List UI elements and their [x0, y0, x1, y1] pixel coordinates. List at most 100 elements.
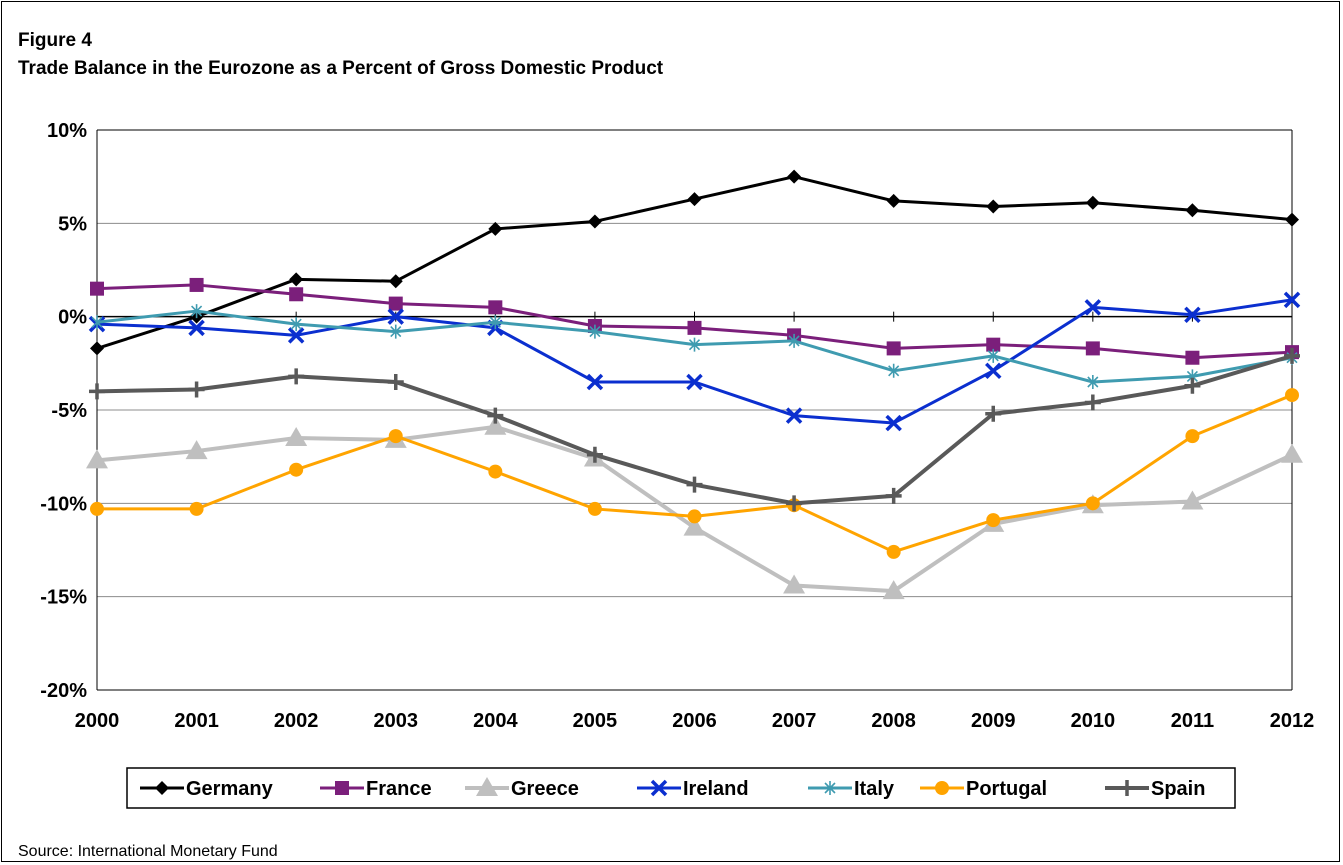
spain-point: [89, 383, 105, 400]
spain-point: [387, 374, 404, 390]
portugal-point: [189, 501, 204, 516]
ireland-point: [387, 308, 404, 325]
portugal-point: [90, 501, 104, 516]
y-tick-label: -5%: [51, 400, 87, 422]
spain-point: [188, 381, 205, 398]
france-point: [986, 337, 1001, 352]
france-point: [488, 300, 503, 315]
y-tick-label: 0%: [58, 307, 87, 329]
spain-point: [487, 407, 504, 424]
france-point: [1085, 341, 1100, 356]
axes: [96, 129, 1293, 691]
germany-point: [787, 169, 802, 184]
y-tick-label: 10%: [47, 120, 87, 142]
greece-point: [882, 580, 905, 600]
italy-point: [91, 315, 103, 330]
portugal-point: [986, 513, 1001, 528]
x-tick-label: 2007: [772, 710, 817, 732]
italy-point: [290, 317, 302, 332]
spain-point: [985, 405, 1002, 422]
spain-point: [686, 476, 703, 493]
spain-point: [786, 495, 803, 512]
portugal-point: [289, 462, 304, 477]
legend-item-germany: Germany: [140, 778, 274, 800]
greece-point: [185, 440, 208, 460]
legend-marker-france: [335, 781, 349, 795]
germany-point: [986, 199, 1001, 214]
italy-point: [589, 324, 601, 339]
germany-point: [388, 274, 403, 289]
spain-point: [1084, 394, 1101, 411]
ireland-point: [785, 407, 803, 424]
spain-point: [1184, 377, 1201, 394]
legend-item-italy: Italy: [808, 778, 895, 800]
legend: Germany France Greece Ireland Italy Portugal S…: [126, 767, 1236, 809]
y-axis-ticks: -20% -15% -10% -5% 0% 5% 10%: [40, 120, 87, 702]
legend-item-france: France: [320, 778, 432, 800]
legend-marker-portugal: [935, 781, 949, 795]
legend-item-ireland: Ireland: [637, 778, 749, 800]
x-tick-label: 2012: [1270, 710, 1315, 732]
ireland-point: [1084, 299, 1102, 316]
portugal-point: [1185, 429, 1200, 444]
germany-point: [488, 221, 503, 236]
germany-point: [1085, 195, 1100, 210]
legend-marker-italy: [824, 781, 836, 795]
greece-point: [783, 574, 806, 594]
legend-label-france: France: [366, 778, 432, 800]
ireland-point: [1184, 306, 1201, 324]
y-tick-label: -10%: [40, 493, 87, 515]
y-tick-label: -20%: [40, 680, 87, 702]
y-tick-label: 5%: [58, 213, 87, 235]
germany-point: [90, 341, 104, 356]
greece-point: [484, 415, 507, 435]
source-note: Source: International Monetary Fund: [18, 843, 278, 860]
italy-point: [191, 304, 203, 319]
legend-marker-greece: [476, 777, 498, 796]
france-point: [189, 277, 204, 292]
portugal-point: [886, 544, 901, 559]
spain-point: [288, 368, 305, 385]
legend-label-germany: Germany: [186, 778, 274, 800]
legend-marker-germany: [155, 781, 169, 795]
greece-line: [96, 424, 1293, 594]
italy-point: [390, 324, 402, 339]
greece-point: [1281, 443, 1303, 463]
ireland-point: [586, 373, 604, 391]
spain-point: [885, 487, 902, 504]
germany-point: [289, 272, 304, 287]
x-tick-label: 2009: [971, 710, 1016, 732]
x-tick-label: 2002: [274, 710, 319, 732]
italy-point: [788, 333, 800, 348]
spain-point: [586, 446, 603, 463]
portugal-point: [687, 509, 702, 524]
france-point: [90, 281, 104, 296]
ireland-point: [287, 327, 305, 344]
legend-label-spain: Spain: [1151, 778, 1205, 800]
legend-item-greece: Greece: [465, 777, 579, 800]
greece-point: [1181, 490, 1204, 510]
france-point: [289, 287, 304, 302]
portugal-point: [587, 501, 602, 516]
germany-point: [886, 193, 901, 208]
italy-point: [888, 363, 900, 378]
ireland-point: [885, 414, 902, 432]
france-point: [1185, 350, 1200, 365]
ireland-point: [686, 373, 703, 391]
x-tick-label: 2003: [374, 710, 419, 732]
germany-point: [1285, 212, 1299, 227]
portugal-point: [1085, 496, 1100, 511]
legend-item-portugal: Portugal: [920, 778, 1047, 800]
italy-point: [688, 337, 701, 352]
x-tick-label: 2004: [473, 710, 518, 732]
germany-point: [1185, 203, 1200, 218]
figure-label: Figure 4: [18, 30, 92, 51]
x-tick-label: 2000: [75, 710, 120, 732]
portugal-point: [1285, 388, 1299, 403]
x-tick-label: 2006: [672, 710, 717, 732]
y-tick-label: -15%: [40, 587, 87, 609]
legend-marker-spain: [1119, 780, 1135, 796]
legend-label-portugal: Portugal: [966, 778, 1047, 800]
